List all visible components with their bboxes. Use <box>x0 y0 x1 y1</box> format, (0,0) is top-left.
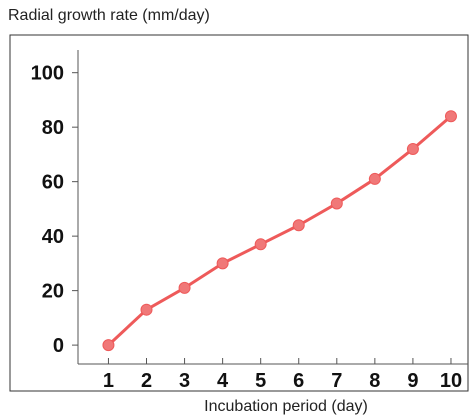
data-point <box>368 172 381 185</box>
data-point <box>444 110 457 123</box>
x-tick-label: 3 <box>179 370 190 392</box>
x-tick-label: 4 <box>217 370 229 392</box>
y-tick-label: 60 <box>42 172 64 194</box>
x-tick-label: 10 <box>440 370 462 392</box>
y-tick-label: 40 <box>42 226 64 248</box>
axis-ticks: 0 20 40 60 80 100 1 2 3 4 5 6 7 8 9 10 <box>31 50 468 392</box>
x-tick-label: 6 <box>293 370 304 392</box>
data-point <box>140 303 153 316</box>
series-line <box>106 114 453 347</box>
x-tick-label: 9 <box>407 370 418 392</box>
y-tick-label: 20 <box>42 281 64 303</box>
y-axis-label: Radial growth rate (mm/day) <box>8 7 210 24</box>
x-tick-label: 2 <box>141 370 152 392</box>
y-tick-label: 80 <box>42 117 64 139</box>
x-tick-label: 7 <box>331 370 342 392</box>
plot-frame <box>9 34 469 392</box>
x-axis-label: Incubation period (day) <box>204 398 368 415</box>
series-layer <box>102 110 457 352</box>
x-tick-label: 5 <box>255 370 266 392</box>
data-point <box>330 197 343 210</box>
y-tick-label: 0 <box>53 335 64 357</box>
data-point <box>102 339 115 352</box>
data-point <box>216 257 229 270</box>
data-point <box>406 142 419 155</box>
data-point <box>178 281 191 294</box>
data-point <box>254 238 267 251</box>
x-tick-label: 1 <box>103 370 114 392</box>
x-tick-label: 8 <box>369 370 380 392</box>
y-tick-label: 100 <box>31 63 64 85</box>
data-point <box>292 219 305 232</box>
